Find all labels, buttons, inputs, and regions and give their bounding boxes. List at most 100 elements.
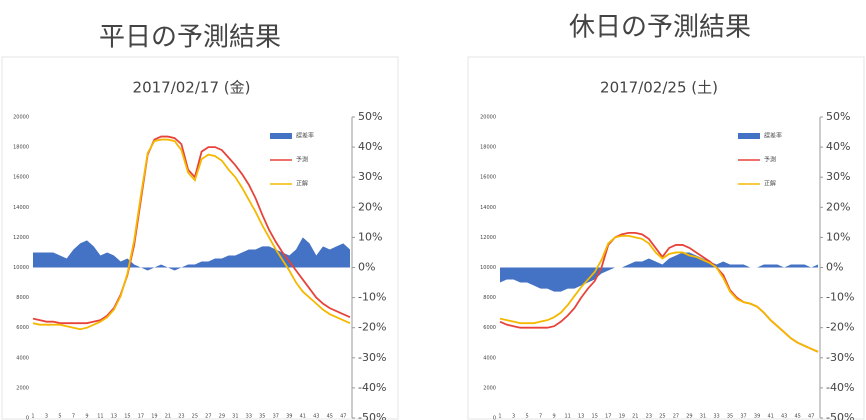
y2-tick-label: -50% [826, 411, 854, 420]
y2-tick-label: -20% [358, 321, 386, 334]
y-tick-label: 0 [493, 416, 496, 420]
x-tick-label: 13 [578, 414, 584, 420]
y-tick-label: 20000 [480, 115, 496, 121]
y-tick-label: 4000 [483, 355, 496, 361]
x-tick-label: 17 [605, 414, 611, 420]
x-tick-label: 33 [713, 414, 719, 420]
y2-tick-label: 10% [358, 230, 382, 243]
x-tick-label: 39 [286, 414, 292, 420]
y2-tick-label: 20% [358, 200, 382, 213]
y-tick-label: 0 [26, 416, 29, 420]
legend-label: 正解 [764, 180, 776, 188]
x-tick-label: 31 [700, 414, 706, 420]
x-tick-label: 13 [111, 414, 117, 420]
y-tick-label: 14000 [13, 205, 29, 211]
y-tick-label: 16000 [480, 175, 496, 181]
x-tick-label: 31 [232, 414, 238, 420]
legend-swatch [738, 133, 760, 139]
x-tick-label: 27 [673, 414, 679, 420]
x-tick-label: 11 [97, 414, 103, 420]
y-tick-label: 2000 [483, 385, 496, 391]
x-tick-label: 21 [632, 414, 638, 420]
error-area [33, 237, 350, 271]
y-tick-label: 4000 [16, 355, 29, 361]
chart-title: 2017/02/25 (土) [600, 79, 718, 97]
y2-tick-label: 10% [826, 230, 850, 243]
y-tick-label: 8000 [16, 295, 29, 301]
chart-panel [467, 56, 865, 420]
x-tick-label: 23 [178, 414, 184, 420]
x-tick-label: 11 [564, 414, 570, 420]
y2-tick-label: -40% [358, 381, 386, 394]
x-tick-label: 3 [45, 414, 48, 420]
chart-panel [1, 56, 399, 420]
x-tick-label: 25 [659, 414, 665, 420]
y-tick-label: 18000 [13, 145, 29, 151]
legend-label: 予測 [764, 156, 776, 164]
x-tick-label: 27 [205, 414, 211, 420]
y2-tick-label: 30% [826, 170, 850, 183]
y2-tick-label: 0% [358, 261, 375, 274]
x-tick-label: 21 [165, 414, 171, 420]
series-line [499, 234, 819, 353]
legend-label: 正解 [296, 180, 308, 188]
y-tick-label: 14000 [480, 205, 496, 211]
chart-heading: 平日の予測結果 [99, 23, 281, 53]
x-tick-label: 23 [646, 414, 652, 420]
y-tick-label: 6000 [483, 325, 496, 331]
x-tick-label: 15 [124, 414, 130, 420]
legend-label: 誤差率 [296, 132, 314, 140]
y2-tick-label: 30% [358, 170, 382, 183]
x-tick-label: 7 [539, 414, 542, 420]
legend-label: 予測 [296, 156, 308, 164]
x-tick-label: 25 [192, 414, 198, 420]
legend-swatch [270, 133, 292, 139]
y-tick-label: 18000 [480, 145, 496, 151]
x-tick-label: 17 [138, 414, 144, 420]
x-tick-label: 37 [740, 414, 746, 420]
y-tick-label: 6000 [16, 325, 29, 331]
error-area [500, 252, 818, 292]
y2-tick-label: -50% [358, 411, 386, 420]
y2-tick-label: -10% [358, 291, 386, 304]
y-tick-label: 16000 [13, 175, 29, 181]
x-tick-label: 5 [58, 414, 61, 420]
x-tick-label: 39 [754, 414, 760, 420]
x-tick-label: 35 [727, 414, 733, 420]
x-tick-label: 9 [553, 414, 556, 420]
y-tick-label: 12000 [480, 235, 496, 241]
y-tick-label: 10000 [13, 265, 29, 271]
series-line [32, 135, 351, 325]
x-tick-label: 19 [619, 414, 625, 420]
x-tick-label: 45 [795, 414, 801, 420]
x-tick-label: 47 [340, 414, 346, 420]
y2-tick-label: 50% [826, 110, 850, 123]
series-line [32, 138, 351, 331]
x-tick-label: 7 [72, 414, 75, 420]
x-tick-label: 35 [259, 414, 265, 420]
x-tick-label: 3 [512, 414, 515, 420]
x-tick-label: 19 [151, 414, 157, 420]
y2-tick-label: -10% [826, 291, 854, 304]
y2-tick-label: 40% [826, 140, 850, 153]
x-tick-label: 1 [498, 414, 501, 420]
y2-tick-label: 50% [358, 110, 382, 123]
x-tick-label: 47 [808, 414, 814, 420]
x-tick-label: 41 [300, 414, 306, 420]
x-tick-label: 9 [85, 414, 88, 420]
x-tick-label: 29 [686, 414, 692, 420]
y-tick-label: 20000 [13, 115, 29, 121]
x-tick-label: 43 [313, 414, 319, 420]
chart-title: 2017/02/17 (金) [133, 79, 251, 97]
y-tick-label: 2000 [16, 385, 29, 391]
x-tick-label: 45 [327, 414, 333, 420]
y-tick-label: 12000 [13, 235, 29, 241]
y2-tick-label: -30% [358, 351, 386, 364]
x-tick-label: 5 [525, 414, 528, 420]
legend-label: 誤差率 [764, 132, 782, 140]
y2-tick-label: 0% [826, 261, 843, 274]
x-tick-label: 37 [273, 414, 279, 420]
x-tick-label: 33 [246, 414, 252, 420]
y2-tick-label: 40% [358, 140, 382, 153]
